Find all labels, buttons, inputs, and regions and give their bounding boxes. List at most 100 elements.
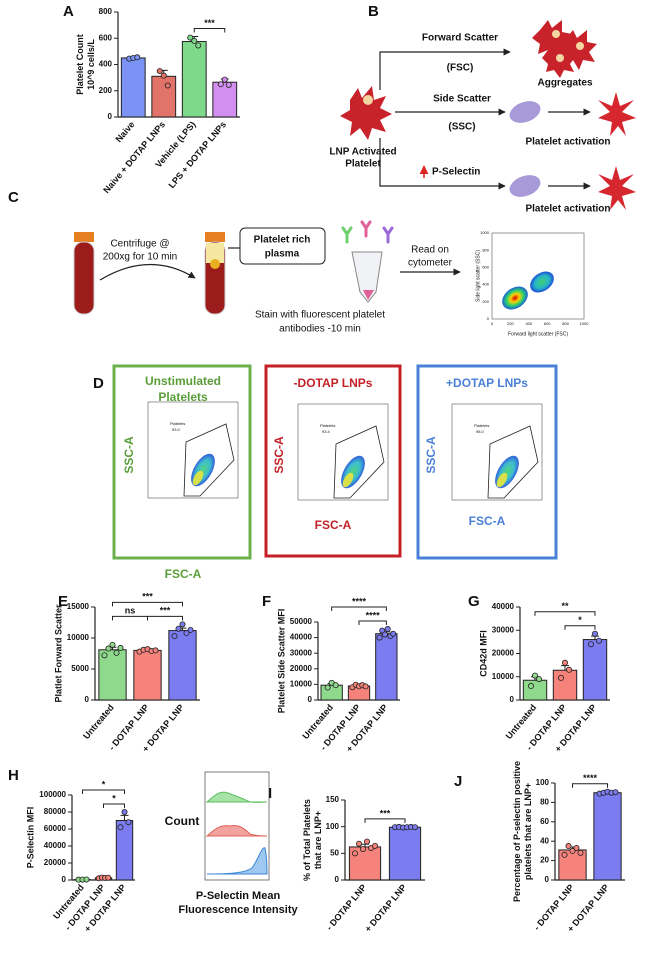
bar (133, 649, 162, 701)
data-point (566, 666, 573, 673)
population (530, 271, 554, 293)
inset-tick-label: 400 (525, 321, 532, 326)
y-axis-label: platelets that are LNP+ (523, 783, 533, 880)
platelet-layer (210, 259, 220, 269)
y-tick-label: 50000 (290, 617, 313, 626)
y-tick-label: 40000 (492, 602, 515, 611)
data-point (528, 683, 535, 690)
label: plasma (265, 249, 300, 260)
antibodies (341, 220, 394, 244)
y-tick-label: 800 (99, 7, 113, 16)
significance-label: * (578, 615, 582, 625)
data-point (612, 789, 619, 796)
significance-bracket (358, 620, 387, 626)
data-point (225, 81, 232, 88)
label: (SSC) (448, 122, 475, 133)
axis-label: SSC-A (424, 436, 438, 474)
tube-cap (74, 232, 94, 242)
label: (FSC) (447, 63, 474, 74)
bar (552, 669, 578, 701)
x-tick-label: + DOTAP LNP (363, 882, 409, 934)
label: Stain with fluorescent platelet (255, 310, 385, 321)
y-axis-label: 10^9 cells/L (86, 39, 96, 90)
y-tick-label: 150 (326, 795, 340, 804)
inset-tick-label: 1000 (580, 321, 590, 326)
label: LNP Activated (329, 147, 396, 158)
data-point (187, 34, 194, 41)
panel-c: Centrifuge @ 200xg for 10 min Platelet r… (73, 220, 590, 337)
data-point (113, 649, 120, 656)
label: Aggregates (537, 78, 592, 89)
label: +DOTAP LNPs (446, 376, 528, 390)
lnp (363, 95, 373, 105)
resting-platelet (509, 175, 541, 197)
data-point (191, 37, 198, 44)
histogram (205, 825, 268, 837)
bar (388, 826, 422, 881)
significance-bracket (364, 818, 406, 823)
panel-letter: F (262, 593, 271, 610)
group-box (416, 364, 558, 560)
panel-h-histogram: Count P-Selectin Mean Fluorescence Inten… (165, 771, 298, 916)
bar (320, 684, 343, 701)
data-point (164, 82, 171, 89)
y-tick-label: 20 (540, 856, 549, 865)
arrow (99, 263, 196, 281)
label: Platelets (158, 390, 208, 404)
arrow (379, 48, 511, 90)
arrow (379, 138, 506, 190)
gate-value: 98.0 (476, 429, 485, 434)
bar (593, 792, 622, 881)
axis-label: FSC-A (165, 567, 202, 581)
data-point (390, 630, 397, 637)
y-tick-label: 80 (540, 798, 549, 807)
y-tick-label: 20000 (290, 664, 313, 673)
data-point (160, 72, 167, 79)
data-point (371, 842, 378, 849)
data-point (363, 838, 370, 845)
y-axis-label: Platelet Side Scatter MFI (276, 609, 286, 714)
inset-tick-label: 1000 (480, 230, 490, 235)
y-axis-label: CD42d MFI (478, 630, 488, 677)
significance-bracket (572, 783, 608, 788)
y-tick-label: 10000 (492, 672, 515, 681)
group-box (264, 364, 402, 558)
y-tick-label: 40000 (290, 633, 313, 642)
y-tick-label: 0 (62, 875, 67, 884)
significance-bracket (534, 611, 596, 616)
panel-letter: D (93, 375, 104, 392)
bar (120, 57, 146, 118)
lnp-icons (552, 30, 584, 62)
error-bar (120, 814, 129, 821)
data-point (376, 634, 383, 641)
y-axis-label: that are LNP+ (313, 811, 323, 869)
label: Side Scatter (433, 94, 491, 105)
data-point (324, 684, 331, 691)
y-tick-label: 0 (545, 875, 550, 884)
panel-letter: E (58, 593, 68, 610)
y-tick-label: 0 (85, 695, 90, 704)
data-point (592, 630, 599, 637)
label: antibodies -10 min (279, 324, 361, 335)
data-point (577, 849, 584, 856)
y-axis-label: Platelet Count (75, 34, 85, 95)
bar (582, 639, 608, 701)
panel-d: Unstimulated Platelets -DOTAP LNPs +DOTA… (112, 364, 558, 581)
y-tick-label: 60000 (44, 824, 67, 833)
y-tick-label: 100000 (39, 790, 66, 799)
gate-label: Platelets (474, 423, 489, 428)
inset-tick-label: 200 (507, 321, 514, 326)
data-point (569, 847, 576, 854)
data-point (359, 846, 366, 853)
bar (151, 75, 177, 118)
activated-platelet (340, 86, 392, 140)
data-point (152, 647, 159, 654)
significance-bracket (82, 789, 125, 794)
y-tick-label: 30000 (290, 648, 313, 657)
data-point (121, 809, 128, 816)
x-tick-label: Untreated (81, 702, 116, 741)
gate (183, 423, 235, 497)
gate-value: 93.0 (172, 427, 181, 432)
inset-tick-label: 0 (491, 321, 494, 326)
